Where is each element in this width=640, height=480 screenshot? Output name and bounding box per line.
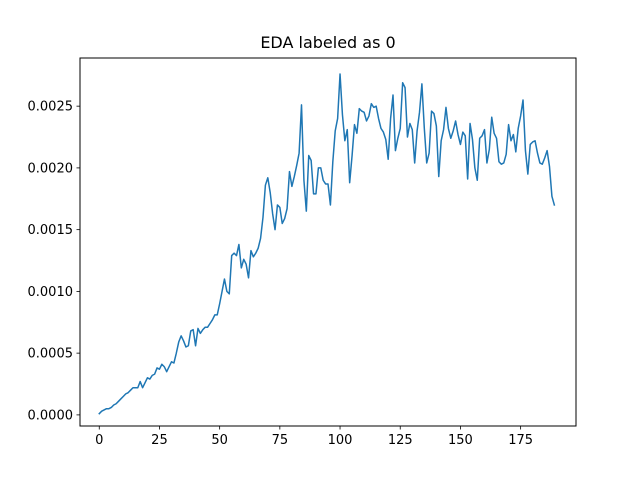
x-tick-label: 25 — [151, 433, 168, 448]
x-tick-label: 150 — [448, 433, 473, 448]
y-tick-label: 0.0020 — [28, 161, 74, 176]
plot-layer — [98, 73, 556, 415]
y-tick-label: 0.0025 — [28, 100, 74, 115]
y-tick-label: 0.0015 — [28, 223, 74, 238]
y-tick-label: 0.0010 — [28, 285, 74, 300]
chart-title: EDA labeled as 0 — [260, 33, 395, 52]
x-tick-label: 75 — [272, 433, 289, 448]
x-axis-ticks: 0 25 50 75 100 125 150 175 — [95, 426, 533, 448]
x-tick-label: 50 — [211, 433, 228, 448]
series-line-0 — [98, 73, 556, 415]
y-tick-label: 0.0005 — [28, 347, 74, 362]
x-tick-label: 0 — [95, 433, 103, 448]
axes-frame — [79, 57, 577, 427]
x-tick-label: 125 — [388, 433, 413, 448]
x-tick-label: 175 — [508, 433, 533, 448]
y-axis-ticks: 0.0000 0.0005 0.0010 0.0015 0.0020 0.0025 — [28, 100, 80, 423]
x-tick-label: 100 — [328, 433, 353, 448]
y-tick-label: 0.0000 — [28, 408, 74, 423]
